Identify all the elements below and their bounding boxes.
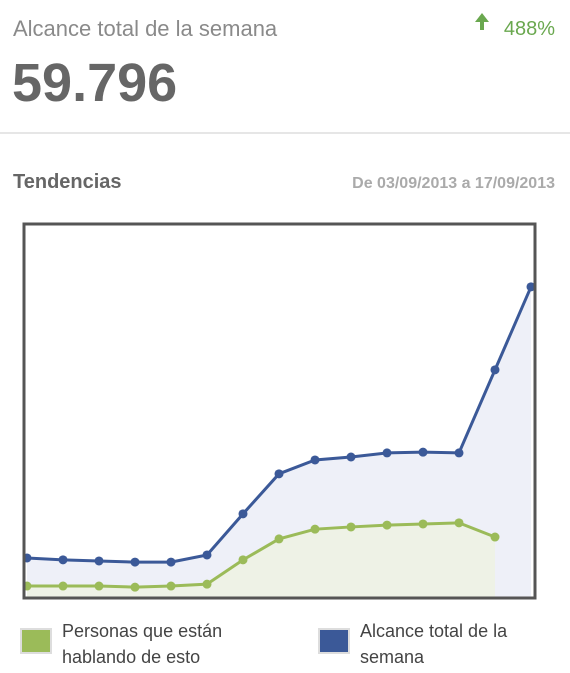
point [94,556,104,566]
up-arrow [475,13,489,30]
point [346,522,356,532]
point [382,448,392,458]
section-title: Tendencias [13,171,122,193]
point [490,365,500,375]
point [346,452,356,462]
metric-value: 59.796 [12,53,177,113]
plot [22,282,536,598]
legend: Personas que están hablando de esto Alcanc… [20,621,508,667]
point [238,555,248,565]
point [310,455,320,465]
metric-change: 488% [504,18,555,40]
legend-line: Personas que están [62,621,222,641]
point [202,550,212,560]
point [130,582,140,592]
legend-label: Personas que están hablando de esto [62,621,222,667]
point [166,581,176,591]
point [202,579,212,589]
date-range: De 03/09/2013 a 17/09/2013 [352,175,555,192]
point [418,447,428,457]
series-line [27,521,496,589]
series-area [27,522,495,598]
series-area [27,286,531,598]
legend-swatch [318,628,350,654]
legend-line: Alcance total de la [360,621,508,641]
point [310,524,320,534]
point [238,509,248,519]
point [58,555,68,565]
metric-title: Alcance total de la semana [13,16,278,41]
legend-label: Alcance total de la semana [360,621,508,667]
legend-line: semana [360,647,425,667]
point [418,519,428,529]
point [454,448,464,458]
point [274,469,284,479]
point [94,581,104,591]
point [526,282,536,292]
point [274,534,284,544]
point [166,557,176,567]
plot-frame [22,222,537,600]
point [454,518,464,528]
point [130,557,140,567]
point [58,581,68,591]
legend-line: hablando de esto [62,647,200,667]
point [382,520,392,530]
point [490,532,500,542]
legend-swatch [20,628,52,654]
